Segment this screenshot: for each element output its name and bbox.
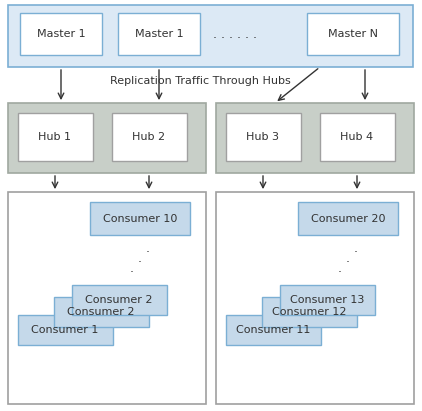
Bar [298, 202, 398, 235]
Bar [54, 297, 149, 327]
Bar [8, 192, 206, 404]
Bar [226, 315, 321, 345]
Text: .: . [346, 252, 350, 265]
Bar [216, 192, 414, 404]
Text: Consumer 20: Consumer 20 [311, 213, 385, 224]
Bar [226, 113, 301, 161]
Bar [280, 285, 375, 315]
Bar [118, 13, 200, 55]
Bar [18, 113, 93, 161]
Text: Consumer 13: Consumer 13 [290, 295, 364, 305]
Text: Hub 1: Hub 1 [38, 132, 71, 142]
Text: Master N: Master N [328, 29, 378, 39]
Text: .: . [138, 252, 142, 265]
Bar [20, 13, 102, 55]
Text: Consumer 1: Consumer 1 [31, 325, 99, 335]
Text: .: . [146, 242, 150, 254]
Text: . . . . . .: . . . . . . [213, 28, 257, 41]
Bar [262, 297, 357, 327]
Bar [8, 5, 413, 67]
Text: .: . [338, 261, 342, 275]
Bar [216, 103, 414, 173]
Text: Consumer 2: Consumer 2 [67, 307, 135, 317]
Text: .: . [130, 261, 134, 275]
Text: Consumer 10: Consumer 10 [103, 213, 177, 224]
Text: Consumer 2: Consumer 2 [85, 295, 153, 305]
Bar [8, 103, 206, 173]
Text: Replication Traffic Through Hubs: Replication Traffic Through Hubs [110, 76, 290, 86]
Text: Hub 2: Hub 2 [133, 132, 165, 142]
Bar [320, 113, 395, 161]
Bar [18, 315, 113, 345]
Text: Consumer 12: Consumer 12 [272, 307, 346, 317]
Text: Consumer 11: Consumer 11 [236, 325, 310, 335]
Text: Hub 4: Hub 4 [341, 132, 373, 142]
Bar [112, 113, 187, 161]
Bar [90, 202, 190, 235]
Bar [72, 285, 167, 315]
Text: Master 1: Master 1 [37, 29, 85, 39]
Text: .: . [354, 242, 358, 254]
Bar [307, 13, 399, 55]
Text: Hub 3: Hub 3 [246, 132, 279, 142]
Text: Master 1: Master 1 [135, 29, 183, 39]
